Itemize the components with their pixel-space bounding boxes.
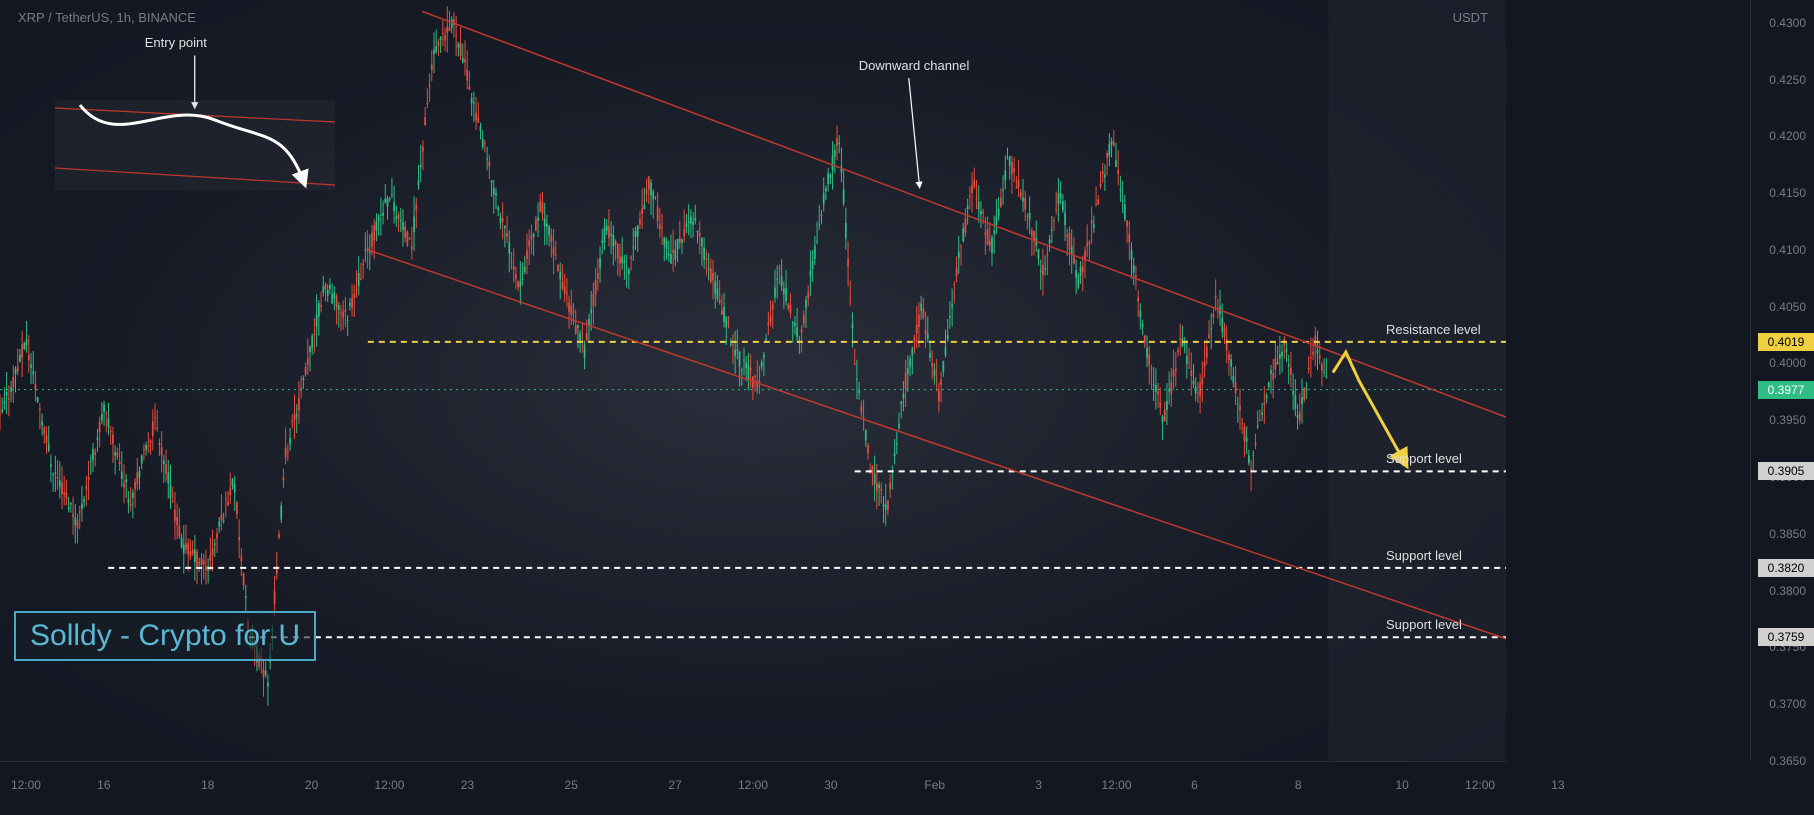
y-tick: 0.4250 xyxy=(1769,73,1806,87)
y-axis: 0.4300 0.4250 0.4200 0.4150 0.4100 0.4050 0.40… xyxy=(1750,0,1814,761)
y-tick: 0.4000 xyxy=(1769,356,1806,370)
price-chart[interactable]: XRP / TetherUS, 1h, BINANCE USDT Solldy … xyxy=(0,0,1506,761)
x-tick: 12:00 xyxy=(1465,778,1495,792)
annotation-label: Entry point xyxy=(145,35,207,50)
x-axis: 12:00 16 18 20 12:00 23 25 27 12:00 30 Feb 3 12:00 6 8… xyxy=(0,761,1506,815)
x-tick: 20 xyxy=(305,778,318,792)
y-tick: 0.4200 xyxy=(1769,129,1806,143)
y-tick: 0.3800 xyxy=(1769,584,1806,598)
y-tick: 0.3950 xyxy=(1769,413,1806,427)
x-tick: 27 xyxy=(668,778,681,792)
y-tick: 0.4150 xyxy=(1769,186,1806,200)
level-label: Support level xyxy=(1386,451,1436,466)
price-tag: 0.4019 xyxy=(1758,333,1814,351)
x-tick: 18 xyxy=(201,778,214,792)
price-tag: 0.3820 xyxy=(1758,559,1814,577)
x-tick: 8 xyxy=(1295,778,1302,792)
price-tag: 0.3905 xyxy=(1758,462,1814,480)
x-tick: 12:00 xyxy=(11,778,41,792)
x-tick: 12:00 xyxy=(374,778,404,792)
watermark: Solldy - Crypto for U xyxy=(14,611,316,661)
x-tick: 30 xyxy=(824,778,837,792)
y-tick: 0.4100 xyxy=(1769,243,1806,257)
x-tick: 6 xyxy=(1191,778,1198,792)
level-label: Support level xyxy=(1386,548,1436,563)
y-tick: 0.3850 xyxy=(1769,527,1806,541)
level-label: Resistance level xyxy=(1386,322,1436,337)
annotation-label: Downward channel xyxy=(859,58,970,73)
x-tick: 25 xyxy=(565,778,578,792)
x-tick: 12:00 xyxy=(738,778,768,792)
price-tag: 0.3759 xyxy=(1758,628,1814,646)
x-tick: 3 xyxy=(1035,778,1042,792)
y-tick: 0.3650 xyxy=(1769,754,1806,768)
price-tag: 0.3977 xyxy=(1758,381,1814,399)
y-tick: 0.4050 xyxy=(1769,300,1806,314)
x-tick: 10 xyxy=(1395,778,1408,792)
x-tick: 16 xyxy=(97,778,110,792)
level-label: Support level xyxy=(1386,617,1436,632)
x-tick: 12:00 xyxy=(1102,778,1132,792)
y-tick: 0.4300 xyxy=(1769,16,1806,30)
x-tick: 13 xyxy=(1551,778,1564,792)
chart-title: XRP / TetherUS, 1h, BINANCE xyxy=(18,10,196,25)
y-axis-label: USDT xyxy=(1453,10,1488,25)
x-tick: Feb xyxy=(924,778,945,792)
x-tick: 23 xyxy=(461,778,474,792)
y-tick: 0.3700 xyxy=(1769,697,1806,711)
